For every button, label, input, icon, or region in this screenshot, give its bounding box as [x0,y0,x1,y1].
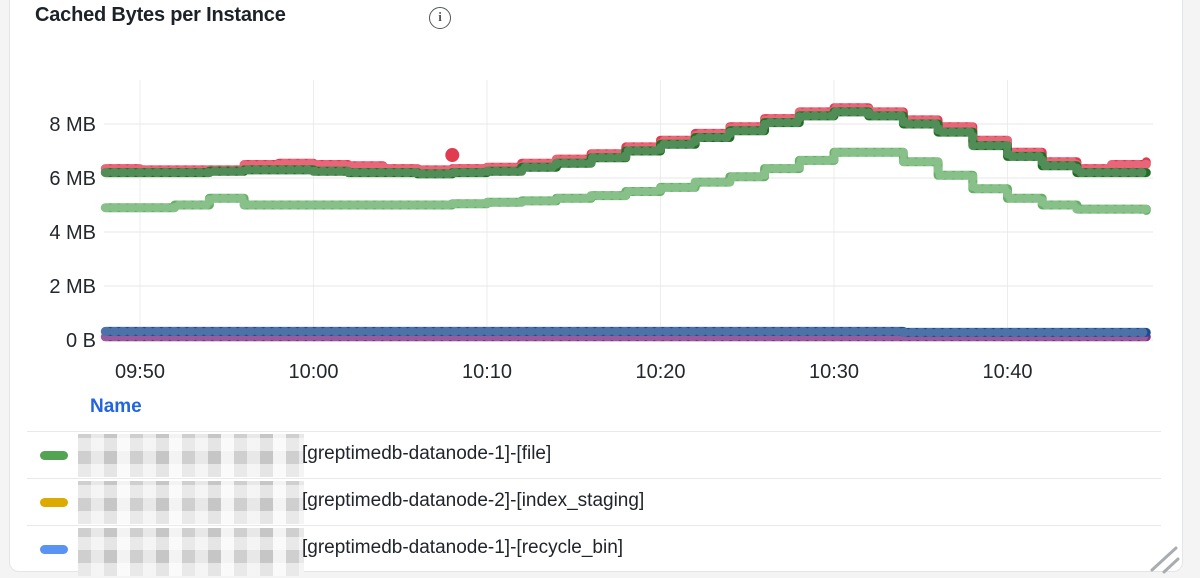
y-axis-tick-label: 4 MB [49,222,96,244]
legend-name-header[interactable]: Name [90,396,142,417]
x-axis-tick-label: 10:20 [635,361,685,383]
gridlines [104,80,1153,342]
axis-labels: 0 B 2 MB 4 MB 6 MB 8 MB 09:50 10:00 10:10 10:20 1… [49,114,1032,383]
info-icon[interactable]: i [429,7,451,29]
panel-title: Cached Bytes per Instance [35,4,286,26]
series-lines [100,103,1151,342]
legend-series-label: [greptimedb-datanode-1]-[recycle_bin] [302,537,624,558]
legend-divider [27,525,1161,526]
redacted-name-prefix [78,481,304,524]
y-axis-tick-label: 2 MB [49,276,96,298]
resize-grip-icon [1150,546,1180,574]
outlier-point [445,148,460,163]
x-axis-tick-label: 09:50 [115,361,165,383]
series-line-light-green [100,147,1151,215]
y-axis-tick-label: 8 MB [49,114,96,136]
legend-row[interactable]: [greptimedb-datanode-1]-[file] [27,432,1161,478]
legend-series-label: [greptimedb-datanode-1]-[file] [302,443,552,464]
y-axis-tick-label: 6 MB [49,168,96,190]
series-color-swatch [40,451,68,460]
series-color-swatch [40,545,68,554]
x-axis-tick-label: 10:00 [288,361,338,383]
series-line-speckle [100,107,1151,179]
redacted-name-prefix [78,528,304,576]
series-line-dark-green [100,107,1151,179]
legend-row[interactable]: [greptimedb-datanode-2]-[index_staging] [27,479,1161,525]
series-line-navy-blue [100,326,1151,337]
x-axis-tick-label: 10:40 [982,361,1032,383]
legend-divider [27,478,1161,479]
x-axis-tick-label: 10:30 [809,361,859,383]
series-color-swatch [40,498,68,507]
redacted-name-prefix [78,434,304,477]
x-axis-tick-label: 10:10 [462,361,512,383]
series-line-speckle [100,147,1151,215]
legend-row[interactable]: [greptimedb-datanode-1]-[recycle_bin] [27,526,1161,576]
resize-handle[interactable] [1146,542,1182,576]
legend-divider [27,431,1161,432]
y-axis-tick-label: 0 B [66,330,96,352]
series-line-speckle [100,326,1151,337]
legend-series-label: [greptimedb-datanode-2]-[index_staging] [302,490,645,511]
